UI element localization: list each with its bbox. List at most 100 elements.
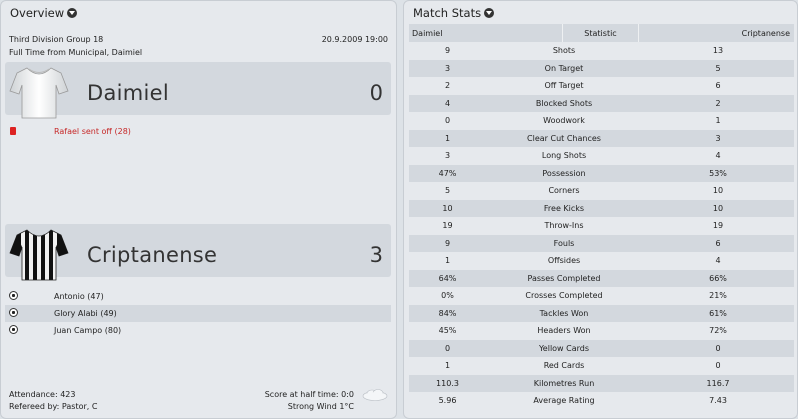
stat-home-value: 110.3 bbox=[436, 378, 459, 388]
stat-home-value: 1 bbox=[444, 133, 451, 143]
stat-label: Throw-Ins bbox=[544, 221, 584, 231]
stats-row: 84% Tackles Won 61% bbox=[409, 304, 794, 322]
stat-label: Crosses Completed bbox=[525, 291, 603, 301]
stats-row: 9 Shots 13 bbox=[409, 42, 794, 60]
stat-label: Long Shots bbox=[541, 151, 587, 161]
stat-away-value: 3 bbox=[715, 133, 721, 143]
stats-row: 10 Free Kicks 10 bbox=[409, 199, 794, 217]
match-stats-title: Match Stats bbox=[413, 6, 482, 20]
halftime-score-label: Score at half time: 0:0 bbox=[264, 390, 354, 399]
stat-home-value: 0 bbox=[444, 116, 451, 126]
header-statistic[interactable]: Statistic bbox=[563, 24, 639, 42]
stat-away-value: 13 bbox=[712, 46, 724, 56]
stat-home-value: 0 bbox=[444, 343, 451, 353]
stat-home-value: 5.96 bbox=[438, 396, 457, 406]
stat-away-value: 6 bbox=[715, 81, 721, 91]
stat-away-value: 10 bbox=[712, 203, 724, 213]
home-shirt-icon bbox=[9, 67, 69, 119]
goal-ball-icon bbox=[9, 308, 18, 317]
cloud-icon bbox=[362, 389, 388, 401]
stats-row: 9 Fouls 6 bbox=[409, 234, 794, 252]
event-text[interactable]: Glory Alabi (49) bbox=[54, 309, 117, 318]
home-event-row: Rafael sent off (28) bbox=[5, 123, 391, 140]
stat-away-value: 72% bbox=[709, 326, 727, 336]
stat-label: Possession bbox=[542, 168, 586, 178]
attendance-label: Attendance: 423 bbox=[9, 390, 76, 399]
stat-away-value: 0 bbox=[715, 361, 721, 371]
stats-row: 3 Long Shots 4 bbox=[409, 147, 794, 165]
stat-label: Offsides bbox=[547, 256, 581, 266]
stat-away-value: 4 bbox=[715, 151, 721, 161]
stats-row: 1 Red Cards 0 bbox=[409, 357, 794, 375]
stats-table-body: 9 Shots 13 3 On Target 5 2 Off Target 6 4 Blocked … bbox=[409, 42, 794, 410]
match-stats-header[interactable]: Match Stats bbox=[404, 1, 797, 25]
stat-away-value: 116.7 bbox=[706, 378, 730, 388]
stat-label: Off Target bbox=[544, 81, 584, 91]
home-team-name[interactable]: Daimiel bbox=[87, 81, 170, 105]
stat-away-value: 5 bbox=[715, 63, 721, 73]
stat-label: Shots bbox=[552, 46, 576, 56]
stats-row: 0 Yellow Cards 0 bbox=[409, 339, 794, 357]
stat-label: Fouls bbox=[553, 238, 575, 248]
stat-label: On Target bbox=[544, 63, 584, 73]
stat-home-value: 3 bbox=[444, 151, 451, 161]
goal-ball-icon bbox=[9, 325, 18, 334]
stat-away-value: 4 bbox=[715, 256, 721, 266]
stat-home-value: 64% bbox=[438, 273, 457, 283]
stats-row: 45% Headers Won 72% bbox=[409, 322, 794, 340]
stat-label: Blocked Shots bbox=[535, 98, 593, 108]
event-text[interactable]: Rafael sent off (28) bbox=[54, 127, 131, 136]
match-stats-panel: Match Stats Daimiel Statistic Criptanens… bbox=[403, 0, 798, 419]
away-event-row: Juan Campo (80) bbox=[5, 322, 391, 339]
away-team-box: Criptanense 3 bbox=[5, 224, 391, 281]
stat-away-value: 7.43 bbox=[709, 396, 727, 406]
stat-away-value: 61% bbox=[709, 308, 727, 318]
stats-row: 19 Throw-Ins 19 bbox=[409, 217, 794, 235]
red-card-icon bbox=[10, 127, 16, 135]
stat-label: Yellow Cards bbox=[538, 343, 590, 353]
stat-away-value: 10 bbox=[712, 186, 724, 196]
stat-home-value: 9 bbox=[444, 238, 451, 248]
stat-home-value: 84% bbox=[438, 308, 457, 318]
stats-row: 5.96 Average Rating 7.43 bbox=[409, 392, 794, 410]
stat-away-value: 2 bbox=[715, 98, 721, 108]
stats-row: 0 Woodwork 1 bbox=[409, 112, 794, 130]
away-shirt-icon bbox=[9, 229, 69, 281]
weather-label: Strong Wind 1°C bbox=[287, 402, 354, 411]
stat-home-value: 45% bbox=[438, 326, 457, 336]
goal-ball-icon bbox=[9, 291, 18, 300]
header-home-team[interactable]: Daimiel bbox=[409, 24, 563, 42]
stat-away-value: 21% bbox=[709, 291, 727, 301]
stat-home-value: 10 bbox=[442, 203, 453, 213]
stat-label: Red Cards bbox=[543, 361, 585, 371]
stat-home-value: 4 bbox=[444, 98, 451, 108]
stat-label: Corners bbox=[548, 186, 580, 196]
dropdown-arrow-icon[interactable] bbox=[67, 8, 78, 18]
stats-row: 47% Possession 53% bbox=[409, 164, 794, 182]
venue-label: Full Time from Municipal, Daimiel bbox=[9, 48, 143, 57]
home-team-score: 0 bbox=[369, 81, 383, 105]
stats-row: 2 Off Target 6 bbox=[409, 77, 794, 95]
match-datetime: 20.9.2009 19:00 bbox=[321, 35, 388, 44]
away-team-score: 3 bbox=[369, 243, 383, 267]
stat-label: Woodwork bbox=[543, 116, 585, 126]
stat-home-value: 1 bbox=[444, 256, 451, 266]
dropdown-arrow-icon[interactable] bbox=[484, 8, 495, 18]
stat-away-value: 66% bbox=[709, 273, 727, 283]
stat-away-value: 19 bbox=[712, 221, 724, 231]
stats-row: 110.3 Kilometres Run 116.7 bbox=[409, 374, 794, 392]
event-text[interactable]: Juan Campo (80) bbox=[54, 326, 122, 335]
stat-label: Free Kicks bbox=[543, 203, 585, 213]
event-text[interactable]: Antonio (47) bbox=[54, 292, 104, 301]
stat-home-value: 19 bbox=[442, 221, 453, 231]
header-away-team[interactable]: Criptanense bbox=[741, 28, 790, 38]
overview-header[interactable]: Overview bbox=[1, 1, 396, 25]
stat-home-value: 3 bbox=[444, 63, 451, 73]
stats-row: 64% Passes Completed 66% bbox=[409, 269, 794, 287]
stat-home-value: 1 bbox=[444, 361, 451, 371]
referee-label: Refereed by: Pastor, C bbox=[9, 402, 98, 411]
overview-panel: Overview Third Division Group 18 20.9.20… bbox=[0, 0, 397, 419]
stat-home-value: 9 bbox=[444, 46, 451, 56]
away-team-name[interactable]: Criptanense bbox=[87, 243, 218, 267]
stat-home-value: 47% bbox=[438, 168, 457, 178]
